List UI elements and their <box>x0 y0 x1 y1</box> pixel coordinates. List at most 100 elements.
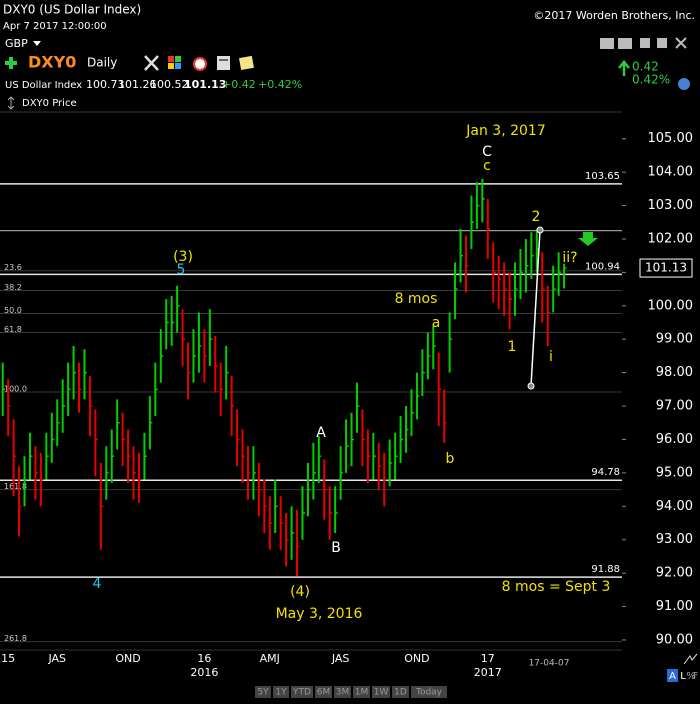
y-tick-label: 105.00 <box>648 131 694 146</box>
annotation: 2 <box>532 209 541 225</box>
side-change-pct: 0.42% <box>632 73 670 87</box>
add-button[interactable] <box>5 57 17 69</box>
y-tick-label: 91.00 <box>656 599 693 614</box>
dropdown-arrow[interactable] <box>33 41 41 46</box>
y-tick-label: 95.00 <box>656 465 693 480</box>
y-tick-label: 97.00 <box>656 399 693 414</box>
last-price-label: 101.13 <box>645 261 687 275</box>
y-tick-label: 94.00 <box>656 499 693 514</box>
range-button[interactable]: YTD <box>292 688 311 698</box>
fib-label: 38.2 <box>4 283 22 292</box>
x-year-label: 2016 <box>190 666 218 679</box>
y-tick-label: 93.00 <box>656 532 693 547</box>
button-bg[interactable] <box>255 686 271 698</box>
measure-line <box>527 226 544 390</box>
button-bg[interactable] <box>273 686 289 698</box>
down-arrow-marker <box>578 232 598 246</box>
annotation: c <box>483 158 491 174</box>
level-label: 103.65 <box>585 171 620 182</box>
range-buttons: 5Y 1Y YTD 6M 3M 1M 1W 1D Today <box>255 686 447 698</box>
range-button[interactable]: 1D <box>394 688 407 698</box>
quote-high: 101.26 <box>118 78 157 91</box>
fib-label: 100.0 <box>4 385 27 394</box>
annotation: 5 <box>177 262 186 278</box>
range-button[interactable]: Today <box>415 688 443 698</box>
x-tick-label: JAS <box>331 652 350 665</box>
annotation: (3) <box>173 249 193 265</box>
scale-button[interactable]: F <box>693 672 698 682</box>
fib-label: 23.6 <box>4 263 22 272</box>
period[interactable]: Daily <box>87 56 117 70</box>
button-bg[interactable] <box>334 686 351 698</box>
button-bg[interactable] <box>315 686 332 698</box>
y-tick-label: 103.00 <box>648 198 694 213</box>
y-tick-label: 104.00 <box>648 165 694 180</box>
x-tick-label: AMJ <box>260 652 280 665</box>
range-button[interactable]: 5Y <box>257 688 269 698</box>
level-label: 91.88 <box>591 564 620 575</box>
zoom-icon[interactable] <box>683 653 698 665</box>
fib-label: 161.8 <box>4 482 27 491</box>
currency-selector[interactable]: GBP <box>5 37 28 50</box>
quote-change: +0.42 <box>222 78 256 91</box>
button-bg[interactable] <box>353 686 370 698</box>
scale-button[interactable]: L <box>680 671 686 682</box>
copyright: ©2017 Worden Brothers, Inc. <box>533 9 695 22</box>
button-bg[interactable] <box>411 686 447 698</box>
range-button[interactable]: 1W <box>374 688 389 698</box>
x-tick-label: OND <box>115 652 140 665</box>
annotation: 1 <box>508 339 517 355</box>
y-tick-label: 99.00 <box>656 332 693 347</box>
range-button[interactable]: 6M <box>317 688 331 698</box>
globe-icon[interactable] <box>678 78 690 90</box>
x-tick-label: JAS <box>47 652 66 665</box>
quote-low: 100.52 <box>150 78 189 91</box>
quote-name: US Dollar Index <box>5 80 82 91</box>
last-price-box <box>639 258 693 278</box>
level-label: 94.78 <box>591 467 620 478</box>
button-bg[interactable] <box>392 686 409 698</box>
x-tick-label: OND <box>404 652 429 665</box>
plot-area: 90.00 91.00 92.00 93.00 94.00 95.00 96.00 97.00… <box>0 131 693 679</box>
range-button[interactable]: 1M <box>355 688 369 698</box>
y-tick-label: 90.00 <box>656 632 693 647</box>
up-arrow <box>618 60 630 76</box>
button-bg[interactable] <box>372 686 390 698</box>
fib-label: 50.0 <box>4 306 22 315</box>
window-buttons[interactable] <box>600 37 687 49</box>
annotations: Jan 3, 2017 C c 2 ii? (3) 5 8 mos a 1 i … <box>93 123 611 622</box>
annotation: May 3, 2016 <box>276 606 363 622</box>
plot-label: DXY0 Price <box>22 98 77 109</box>
annotation: C <box>482 144 492 160</box>
x-tick-label: 15 <box>1 652 15 665</box>
side-change: 0.42 <box>632 60 659 74</box>
x-year-label: 2017 <box>474 666 502 679</box>
annotation: (4) <box>290 584 310 600</box>
move-icon[interactable] <box>7 96 15 110</box>
datetime: Apr 7 2017 12:00:00 <box>3 21 107 32</box>
range-button[interactable]: 1Y <box>275 688 287 698</box>
annotation: b <box>446 451 455 467</box>
y-tick-label: 96.00 <box>656 432 693 447</box>
scale-button[interactable]: A <box>669 671 676 682</box>
annotation: a <box>432 315 441 331</box>
y-tick-label: 98.00 <box>656 365 693 380</box>
annotation: 8 mos = Sept 3 <box>502 579 611 595</box>
annotation: 8 mos <box>395 291 438 307</box>
quote-open: 100.73 <box>86 78 125 91</box>
annotation: A <box>316 425 326 441</box>
annotation: 4 <box>93 576 102 592</box>
fib-label: 261.8 <box>4 634 27 643</box>
y-tick-label: 102.00 <box>648 231 694 246</box>
annotation: Jan 3, 2017 <box>465 123 545 139</box>
symbol[interactable]: DXY0 <box>28 53 76 72</box>
y-tick-label: 92.00 <box>656 566 693 581</box>
scale-button[interactable]: % <box>686 671 696 682</box>
level-label: 100.94 <box>585 261 620 272</box>
button-bg[interactable] <box>291 686 313 698</box>
range-button[interactable]: 3M <box>336 688 350 698</box>
annotation: ii? <box>562 250 577 266</box>
button-bg[interactable] <box>667 669 678 682</box>
toolbar-icons[interactable] <box>144 55 254 71</box>
